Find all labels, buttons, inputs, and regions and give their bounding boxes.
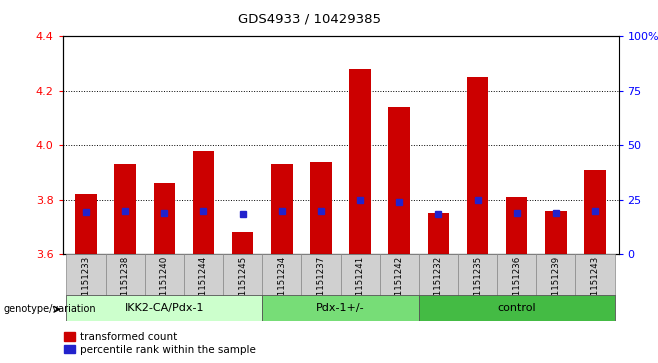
Bar [341, 254, 380, 296]
Bar [388, 107, 410, 254]
Bar [506, 197, 528, 254]
Bar [66, 295, 262, 321]
Bar [310, 162, 332, 254]
Text: GSM1151245: GSM1151245 [238, 256, 247, 314]
Text: GSM1151235: GSM1151235 [473, 256, 482, 314]
Bar [66, 254, 105, 296]
Text: GSM1151243: GSM1151243 [590, 256, 599, 314]
Text: GSM1151236: GSM1151236 [512, 256, 521, 314]
Bar [428, 213, 449, 254]
Bar [584, 170, 606, 254]
Bar [114, 164, 136, 254]
Bar [380, 254, 419, 296]
Text: GSM1151237: GSM1151237 [316, 256, 326, 314]
Bar [223, 254, 262, 296]
Bar [349, 69, 371, 254]
Bar [545, 211, 567, 254]
Bar [301, 254, 341, 296]
Bar [105, 254, 145, 296]
Bar [75, 194, 97, 254]
Bar [419, 295, 615, 321]
Text: GSM1151232: GSM1151232 [434, 256, 443, 314]
Bar [419, 254, 458, 296]
Text: GSM1151234: GSM1151234 [277, 256, 286, 314]
Bar [262, 295, 419, 321]
Text: GSM1151239: GSM1151239 [551, 256, 561, 314]
Text: IKK2-CA/Pdx-1: IKK2-CA/Pdx-1 [124, 303, 204, 313]
Bar [458, 254, 497, 296]
Text: GSM1151233: GSM1151233 [82, 256, 91, 314]
Bar [271, 164, 293, 254]
Text: Pdx-1+/-: Pdx-1+/- [316, 303, 365, 313]
Bar [262, 254, 301, 296]
Text: GSM1151244: GSM1151244 [199, 256, 208, 314]
Text: control: control [497, 303, 536, 313]
Bar [193, 151, 215, 254]
Text: GDS4933 / 10429385: GDS4933 / 10429385 [238, 13, 381, 26]
Bar [467, 77, 488, 254]
Bar [576, 254, 615, 296]
Bar [184, 254, 223, 296]
Legend: transformed count, percentile rank within the sample: transformed count, percentile rank withi… [64, 332, 256, 355]
Text: GSM1151242: GSM1151242 [395, 256, 404, 314]
Bar [145, 254, 184, 296]
Text: GSM1151238: GSM1151238 [120, 256, 130, 314]
Bar [232, 232, 253, 254]
Bar [536, 254, 576, 296]
Text: genotype/variation: genotype/variation [3, 304, 96, 314]
Bar [497, 254, 536, 296]
Bar [153, 183, 175, 254]
Text: GSM1151240: GSM1151240 [160, 256, 169, 314]
Text: GSM1151241: GSM1151241 [355, 256, 365, 314]
